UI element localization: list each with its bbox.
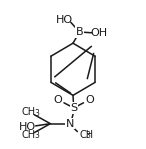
Text: O: O (54, 94, 62, 105)
Text: OH: OH (90, 28, 108, 38)
Text: CH: CH (21, 130, 35, 140)
Text: B: B (76, 27, 83, 37)
Text: 3: 3 (86, 131, 91, 140)
Text: HO: HO (19, 122, 36, 132)
Text: S: S (70, 103, 77, 113)
Text: CH: CH (21, 107, 35, 118)
Text: HO: HO (56, 15, 73, 25)
Text: O: O (85, 94, 94, 105)
Text: CH: CH (79, 130, 93, 140)
Text: N: N (66, 119, 74, 129)
Text: 3: 3 (35, 131, 40, 140)
Text: 3: 3 (35, 109, 40, 118)
